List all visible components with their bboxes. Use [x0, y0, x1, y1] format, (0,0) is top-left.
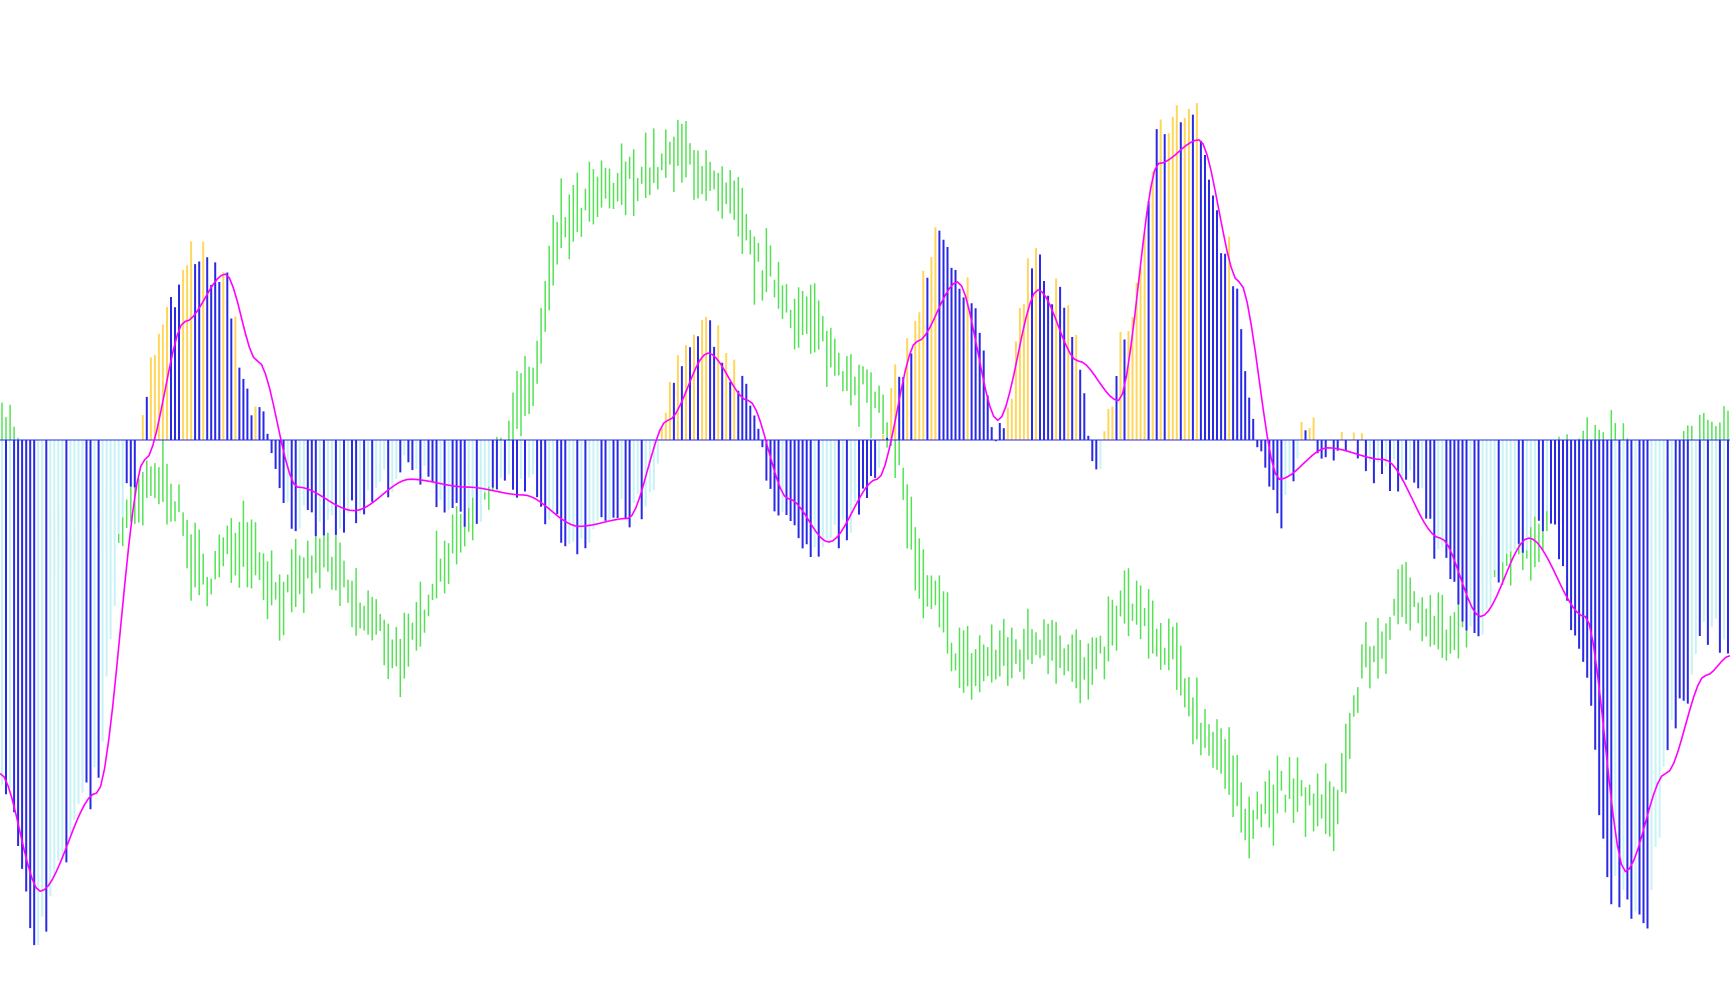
histogram-layer — [1, 103, 1729, 946]
signal-line — [0, 138, 1730, 893]
